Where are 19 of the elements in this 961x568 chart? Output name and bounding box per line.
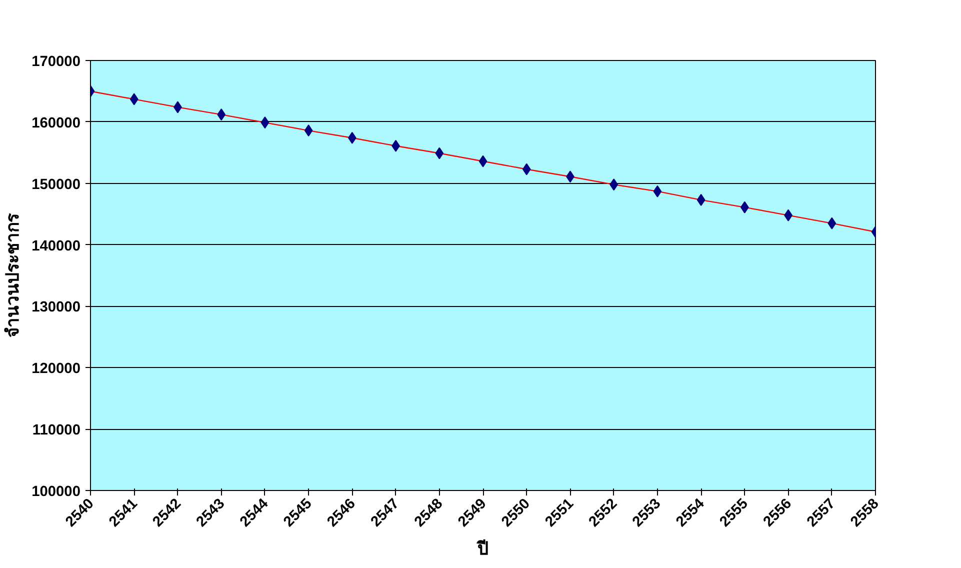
y-tick-label: 120000 xyxy=(32,361,81,378)
y-tick-label: 160000 xyxy=(32,115,81,132)
point xyxy=(478,155,488,168)
y-tick-label: 140000 xyxy=(32,238,81,254)
y-axis-title: จำนวนประชากร xyxy=(4,212,24,338)
point xyxy=(696,194,706,206)
point xyxy=(435,147,444,160)
y-tick-label: 110000 xyxy=(32,422,81,439)
point xyxy=(828,217,836,230)
point xyxy=(522,163,531,176)
point xyxy=(304,124,313,137)
y-tick-label: 130000 xyxy=(32,300,81,316)
y-tick-label: 100000 xyxy=(32,484,81,500)
y-tick-label: 150000 xyxy=(32,176,81,193)
x-axis-title: ปี xyxy=(476,538,488,560)
y-tick-label: 170000 xyxy=(32,54,81,70)
point xyxy=(260,116,270,129)
point xyxy=(653,185,662,198)
point xyxy=(130,93,138,106)
